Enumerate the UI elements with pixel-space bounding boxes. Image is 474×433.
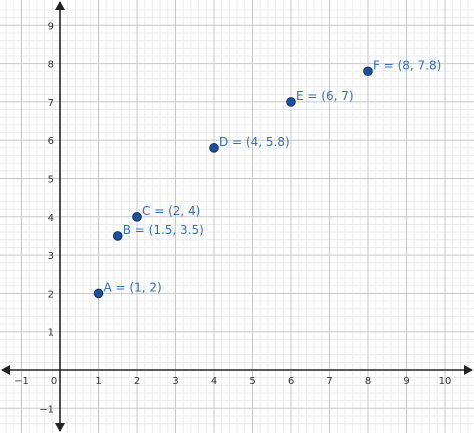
y-tick-label: 4 bbox=[48, 213, 54, 224]
point-e bbox=[286, 97, 296, 107]
y-tick-label: 7 bbox=[48, 98, 54, 109]
x-axis-arrow-left bbox=[1, 365, 10, 375]
x-tick-label: 3 bbox=[172, 376, 178, 387]
x-tick-label: 6 bbox=[288, 376, 294, 387]
x-tick-label: 2 bbox=[134, 376, 140, 387]
y-axis-arrow-up bbox=[55, 1, 65, 10]
x-tick-label: 0 bbox=[51, 376, 57, 387]
x-tick-label: 5 bbox=[249, 376, 255, 387]
y-tick-label: 9 bbox=[48, 21, 54, 32]
y-tick-label: 2 bbox=[48, 289, 54, 300]
x-tick-label: 9 bbox=[403, 376, 409, 387]
y-tick-label: 1 bbox=[48, 328, 54, 339]
point-label-d: D = (4, 5.8) bbox=[219, 135, 290, 149]
point-d bbox=[209, 143, 219, 153]
y-tick-label: 6 bbox=[48, 136, 54, 147]
point-label-e: E = (6, 7) bbox=[296, 89, 354, 103]
y-tick-label: 3 bbox=[48, 251, 54, 262]
y-axis-arrow-down bbox=[55, 423, 65, 432]
y-tick-label: 5 bbox=[48, 175, 54, 186]
point-f bbox=[363, 66, 373, 77]
x-tick-label: −1 bbox=[14, 376, 29, 387]
point-c bbox=[132, 212, 142, 222]
point-label-a: A = (1, 2) bbox=[104, 280, 162, 294]
x-tick-label: 4 bbox=[211, 376, 217, 387]
y-tick-label: 8 bbox=[48, 60, 54, 71]
point-a bbox=[93, 288, 104, 299]
tick-labels: −1 0 1 2 3 4 5 6 7 8 9 10 −1 1 2 3 4 5 6 7 8 9 bbox=[14, 21, 451, 415]
x-tick-label: 7 bbox=[326, 376, 332, 387]
point-label-c: C = (2, 4) bbox=[142, 204, 200, 218]
y-tick-label: −1 bbox=[39, 404, 54, 415]
point-b bbox=[112, 231, 123, 241]
x-tick-label: 8 bbox=[365, 376, 371, 387]
x-tick-label: 1 bbox=[95, 376, 101, 387]
x-axis-arrow-right bbox=[464, 365, 473, 375]
x-tick-label: 10 bbox=[439, 376, 452, 387]
point-label-b: B = (1.5, 3.5) bbox=[123, 223, 204, 237]
point-label-f: F = (8, 7.8) bbox=[373, 58, 441, 72]
data-points: A = (1, 2) B = (1.5, 3.5) C = (2, 4) D = (4… bbox=[93, 58, 441, 299]
